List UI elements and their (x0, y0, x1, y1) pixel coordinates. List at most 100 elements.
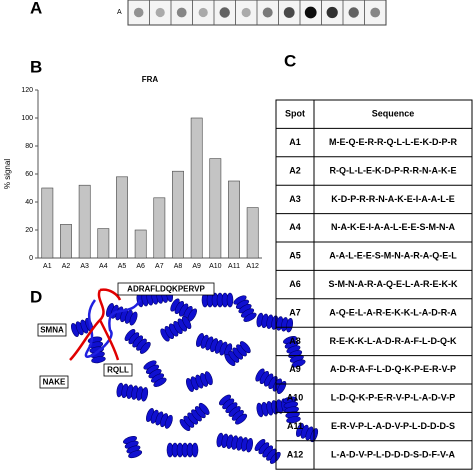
table-cell: A9 (289, 364, 301, 374)
table-cell: A-Q-E-L-A-R-E-K-K-L-A-D-R-A (329, 307, 457, 317)
label-box (117, 282, 215, 296)
protein-structure (69, 287, 319, 464)
chart-title: FRA (142, 75, 159, 84)
label-box (103, 363, 133, 377)
table-cell: S-M-N-A-R-A-Q-E-L-A-R-E-K-K (329, 279, 458, 289)
spot (370, 7, 381, 18)
table-cell: A3 (289, 194, 301, 204)
x-tick-label: A11 (228, 263, 240, 270)
bar (78, 184, 91, 259)
panel-letter: C (284, 51, 296, 70)
spot-cell (364, 0, 387, 26)
helix-turn (243, 312, 257, 322)
table-cell: A10 (287, 393, 304, 403)
helix-turn (239, 341, 251, 354)
loop (84, 299, 142, 358)
helix-turn (204, 371, 213, 386)
table-cell: L-D-Q-K-P-E-R-V-P-L-A-D-V-P (331, 393, 455, 403)
helix-turn (226, 292, 234, 308)
helix-turn (269, 451, 281, 464)
y-tick-label: 80 (25, 143, 33, 150)
spot (198, 7, 208, 18)
y-tick-label: 100 (21, 115, 33, 122)
bar (41, 187, 54, 259)
helix (255, 368, 287, 395)
x-tick-label: A7 (155, 263, 164, 270)
helix (160, 315, 192, 342)
helix-turn (164, 414, 173, 429)
helix (282, 396, 301, 424)
helix (216, 432, 254, 453)
x-tick-label: A1 (43, 263, 52, 270)
helix-turn (91, 356, 106, 364)
bar (172, 170, 184, 259)
y-tick-label: 120 (21, 87, 33, 94)
helix-turn (153, 377, 167, 387)
spot (219, 7, 230, 18)
table-cell: A12 (287, 449, 304, 459)
label-box (39, 375, 69, 389)
bar (116, 176, 128, 259)
helix-turn (291, 359, 306, 368)
helix (256, 312, 294, 333)
helix (296, 423, 319, 443)
bar (97, 228, 110, 259)
table-cell: A-D-R-A-F-L-D-Q-K-P-E-R-V-P (330, 364, 456, 374)
table-cell: R-Q-L-L-E-K-D-P-R-R-N-A-K-E (330, 165, 457, 175)
table-cell: M-E-Q-E-R-R-Q-L-L-E-K-D-P-R (329, 137, 457, 147)
helix (186, 371, 213, 392)
bar (134, 229, 147, 259)
helix-turn (141, 387, 149, 402)
helix-turn (286, 416, 301, 424)
table-cell: E-R-V-P-L-A-D-V-P-L-D-D-D-S (331, 421, 455, 431)
helix (224, 341, 251, 366)
spot (155, 7, 165, 18)
spot (262, 7, 273, 18)
x-tick-label: A5 (118, 263, 127, 270)
x-tick-label: A4 (99, 263, 108, 270)
x-tick-label: A2 (62, 263, 71, 270)
bar (246, 207, 259, 259)
y-tick-label: 60 (25, 171, 33, 178)
helix (116, 382, 149, 402)
helix (143, 360, 167, 387)
table-cell: A11 (287, 421, 303, 431)
table-cell: A5 (289, 251, 301, 261)
helix (233, 295, 257, 322)
x-tick-label: A9 (192, 263, 201, 270)
bar (60, 224, 72, 259)
helix-turn (198, 402, 210, 415)
y-tick-label: 20 (25, 227, 33, 234)
helix (196, 333, 233, 358)
bar (190, 117, 203, 259)
spot (283, 7, 295, 18)
helix-turn (246, 437, 254, 453)
panel-letter: D (30, 287, 42, 306)
table-cell: A-A-L-E-E-S-M-N-A-R-A-Q-E-L (329, 251, 457, 261)
spot (241, 7, 251, 18)
helix (219, 394, 248, 425)
structure-label: RQLL (107, 366, 129, 375)
table-header: Sequence (372, 109, 415, 119)
x-tick-label: A12 (246, 263, 259, 270)
helix-turn (139, 341, 151, 354)
spot (304, 6, 317, 19)
panel-letter: A (30, 0, 42, 17)
spot (176, 7, 187, 18)
table-frame (275, 99, 473, 470)
helix (254, 439, 281, 464)
helix-turn (128, 450, 143, 459)
helix-turn (181, 315, 192, 330)
table-cell: A6 (289, 279, 301, 289)
spot (348, 7, 359, 18)
helix-turn (129, 311, 138, 326)
bar (153, 197, 166, 259)
structure-label: ADRAFLDQKPERVP (127, 285, 205, 294)
label-box (37, 323, 67, 337)
table-cell: A2 (289, 165, 301, 175)
helix (166, 442, 199, 458)
helix (201, 292, 234, 308)
bar (228, 180, 240, 259)
table-cell: A1 (289, 137, 301, 147)
